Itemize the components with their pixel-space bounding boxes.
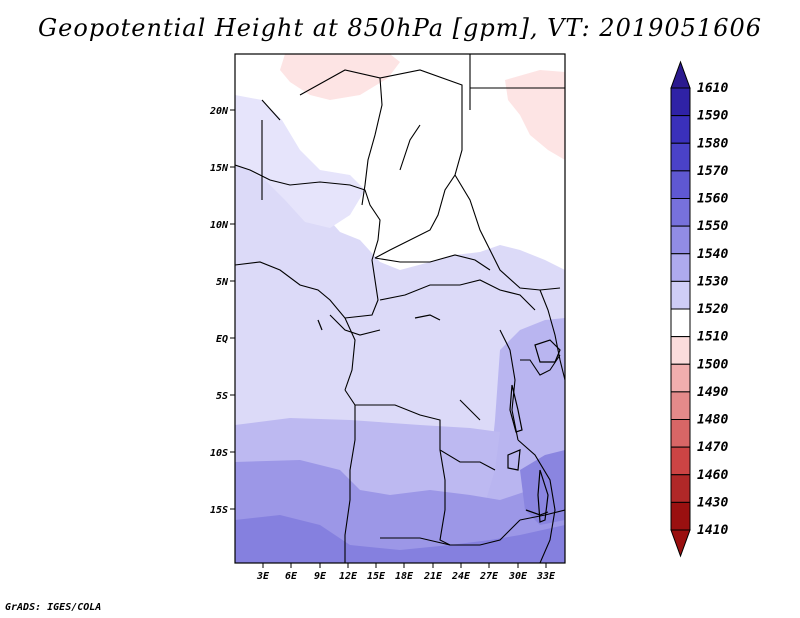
shading-1510 [235, 54, 565, 270]
colorbar-box [670, 253, 691, 282]
colorbar-box [670, 363, 691, 393]
shading-1520-nw [235, 95, 365, 228]
colorbar-label: 1580 [697, 136, 728, 151]
shading-1500-north [280, 54, 400, 100]
colorbar-label: 1590 [697, 109, 728, 124]
lon-tick-label: 30E [508, 571, 528, 582]
colorbar-label: 1610 [697, 81, 728, 96]
shading-1550-se [520, 450, 565, 525]
colorbar-box [670, 474, 691, 503]
colorbar-box [670, 280, 691, 310]
shading-1500-ne [505, 70, 565, 160]
colorbar: 1610 1590 1580 1570 1560 1550 1540 1530 1520 1510… [670, 60, 728, 558]
shading-1550 [235, 515, 565, 563]
colorbar-box [670, 142, 691, 172]
lat-tick-label: 5N [216, 277, 229, 288]
shading-field [235, 54, 565, 563]
colorbar-label: 1430 [697, 495, 728, 510]
colorbar-box [670, 198, 691, 227]
colorbar-box [670, 391, 691, 420]
lon-tick-label: 18E [395, 571, 414, 582]
colorbar-label: 1530 [697, 274, 728, 289]
colorbar-box [670, 446, 691, 476]
colorbar-label: 1550 [697, 219, 728, 234]
latitude-axis: 20N 15N 10N 5N EQ 5S 10S 15S [209, 106, 235, 516]
colorbar-box [670, 170, 691, 199]
colorbar-label: 1540 [697, 247, 728, 262]
colorbar-label: 1570 [697, 164, 728, 179]
lon-tick-label: 24E [451, 571, 471, 582]
colorbar-label: 1560 [697, 192, 728, 207]
colorbar-box [670, 115, 691, 144]
lat-tick-label: 15S [210, 505, 228, 516]
lon-tick-label: 27E [479, 571, 499, 582]
lon-tick-label: 15E [367, 571, 386, 582]
longitude-axis: 3E 6E 9E 12E 15E 18E 21E 24E 27E 30E 33E [256, 563, 556, 582]
colorbar-box [670, 87, 691, 117]
colorbar-box [670, 336, 691, 365]
colorbar-top-arrow [670, 60, 691, 89]
lon-tick-label: 6E [285, 571, 298, 582]
lat-tick-label: 10N [210, 220, 229, 231]
lon-tick-label: 33E [536, 571, 556, 582]
colorbar-box [670, 225, 691, 255]
footer-credit: GrADS: IGES/COLA [5, 602, 102, 613]
colorbar-box [670, 501, 691, 531]
colorbar-label: 1490 [697, 385, 728, 400]
lat-tick-label: EQ [216, 334, 228, 345]
colorbar-box [670, 419, 691, 448]
colorbar-label: 1460 [697, 468, 728, 483]
lon-tick-label: 3E [256, 571, 270, 582]
lat-tick-label: 10S [210, 448, 228, 459]
colorbar-label: 1520 [697, 302, 728, 317]
lat-tick-label: 5S [216, 391, 228, 402]
colorbar-label: 1480 [697, 413, 728, 428]
colorbar-label: 1510 [697, 330, 728, 345]
country-borders [235, 54, 565, 563]
colorbar-label: 1410 [697, 523, 728, 538]
lat-tick-label: 20N [209, 106, 229, 117]
lakes [317, 314, 561, 523]
lon-tick-label: 12E [339, 571, 358, 582]
lon-tick-label: 21E [423, 571, 443, 582]
colorbar-label: 1470 [697, 440, 728, 455]
colorbar-label: 1500 [697, 357, 728, 372]
chart-title: Geopotential Height at 850hPa [gpm], VT:… [38, 14, 762, 42]
lat-tick-label: 15N [210, 163, 229, 174]
colorbar-box [670, 308, 691, 338]
lon-tick-label: 9E [314, 571, 327, 582]
colorbar-bottom-arrow [670, 529, 691, 558]
map-frame [234, 53, 566, 564]
